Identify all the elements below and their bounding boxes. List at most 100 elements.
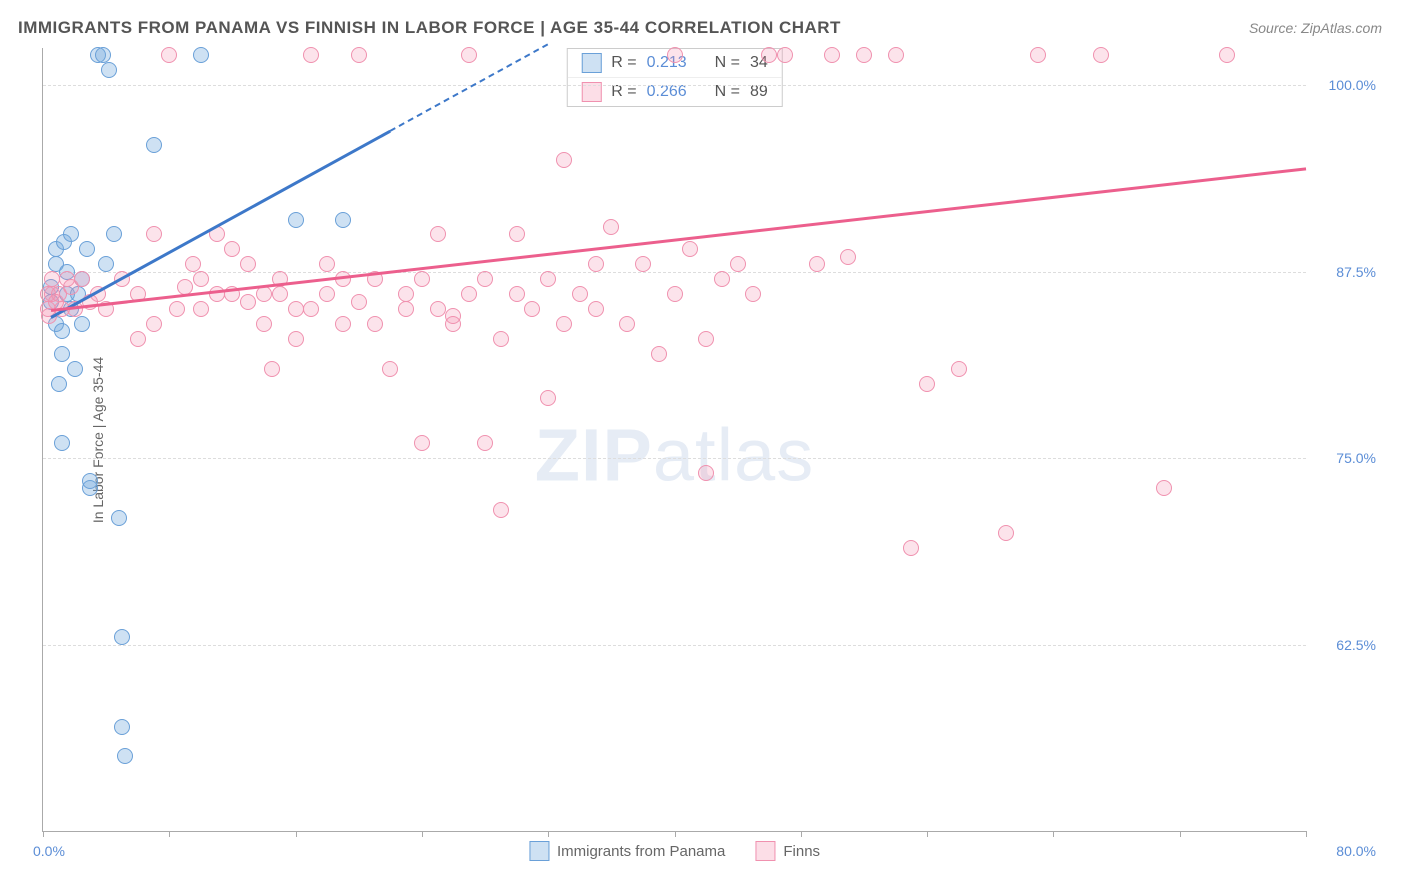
swatch-icon [529, 841, 549, 861]
data-point [1030, 47, 1046, 63]
y-axis-title: In Labor Force | Age 35-44 [90, 356, 106, 522]
data-point [63, 226, 79, 242]
data-point [382, 361, 398, 377]
data-point [117, 748, 133, 764]
data-point [288, 331, 304, 347]
bottom-legend: Immigrants from Panama Finns [529, 841, 820, 861]
data-point [272, 286, 288, 302]
watermark-light: atlas [653, 414, 814, 497]
x-tick [927, 831, 928, 837]
data-point [51, 376, 67, 392]
stats-row-finns: R = 0.266 N = 89 [567, 78, 781, 106]
data-point [240, 294, 256, 310]
chart-title: IMMIGRANTS FROM PANAMA VS FINNISH IN LAB… [18, 18, 841, 38]
plot-area: ZIPatlas In Labor Force | Age 35-44 0.0%… [42, 48, 1306, 832]
data-point [169, 301, 185, 317]
swatch-icon [755, 841, 775, 861]
x-axis-min-label: 0.0% [33, 843, 65, 859]
data-point [809, 256, 825, 272]
x-tick [548, 831, 549, 837]
watermark: ZIPatlas [535, 413, 814, 498]
data-point [588, 301, 604, 317]
data-point [114, 629, 130, 645]
data-point [146, 316, 162, 332]
x-tick [801, 831, 802, 837]
data-point [493, 502, 509, 518]
y-tick-label: 100.0% [1329, 77, 1376, 93]
x-tick [1053, 831, 1054, 837]
data-point [303, 301, 319, 317]
x-tick [1180, 831, 1181, 837]
data-point [745, 286, 761, 302]
data-point [114, 719, 130, 735]
data-point [951, 361, 967, 377]
data-point [101, 62, 117, 78]
data-point [430, 301, 446, 317]
gridline [43, 85, 1306, 86]
data-point [714, 271, 730, 287]
data-point [398, 301, 414, 317]
data-point [445, 308, 461, 324]
data-point [82, 473, 98, 489]
data-point [193, 301, 209, 317]
data-point [319, 286, 335, 302]
x-axis-max-label: 80.0% [1336, 843, 1376, 859]
data-point [95, 47, 111, 63]
swatch-icon [581, 53, 601, 73]
data-point [74, 316, 90, 332]
data-point [682, 241, 698, 257]
legend-item-finns: Finns [755, 841, 820, 861]
x-tick [296, 831, 297, 837]
data-point [477, 435, 493, 451]
data-point [54, 435, 70, 451]
data-point [240, 256, 256, 272]
data-point [67, 361, 83, 377]
data-point [761, 47, 777, 63]
x-tick [675, 831, 676, 837]
data-point [619, 316, 635, 332]
data-point [288, 212, 304, 228]
data-point [414, 271, 430, 287]
data-point [264, 361, 280, 377]
data-point [524, 301, 540, 317]
data-point [509, 226, 525, 242]
data-point [54, 346, 70, 362]
x-tick [1306, 831, 1307, 837]
data-point [111, 510, 127, 526]
r-label: R = [611, 54, 636, 72]
x-tick [169, 831, 170, 837]
y-tick-label: 87.5% [1336, 264, 1376, 280]
gridline [43, 272, 1306, 273]
data-point [572, 286, 588, 302]
data-point [556, 152, 572, 168]
data-point [303, 47, 319, 63]
data-point [414, 435, 430, 451]
data-point [161, 47, 177, 63]
data-point [477, 271, 493, 287]
n-label: N = [715, 54, 740, 72]
y-tick-label: 75.0% [1336, 450, 1376, 466]
legend-label: Finns [783, 843, 820, 860]
data-point [856, 47, 872, 63]
legend-label: Immigrants from Panama [557, 843, 725, 860]
data-point [888, 47, 904, 63]
y-tick-label: 62.5% [1336, 637, 1376, 653]
data-point [256, 316, 272, 332]
data-point [54, 323, 70, 339]
data-point [777, 47, 793, 63]
data-point [351, 294, 367, 310]
data-point [1093, 47, 1109, 63]
data-point [461, 47, 477, 63]
data-point [335, 212, 351, 228]
data-point [998, 525, 1014, 541]
data-point [651, 346, 667, 362]
data-point [540, 390, 556, 406]
data-point [824, 47, 840, 63]
data-point [193, 47, 209, 63]
data-point [185, 256, 201, 272]
data-point [461, 286, 477, 302]
data-point [840, 249, 856, 265]
watermark-bold: ZIP [535, 414, 653, 497]
gridline [43, 458, 1306, 459]
data-point [667, 47, 683, 63]
